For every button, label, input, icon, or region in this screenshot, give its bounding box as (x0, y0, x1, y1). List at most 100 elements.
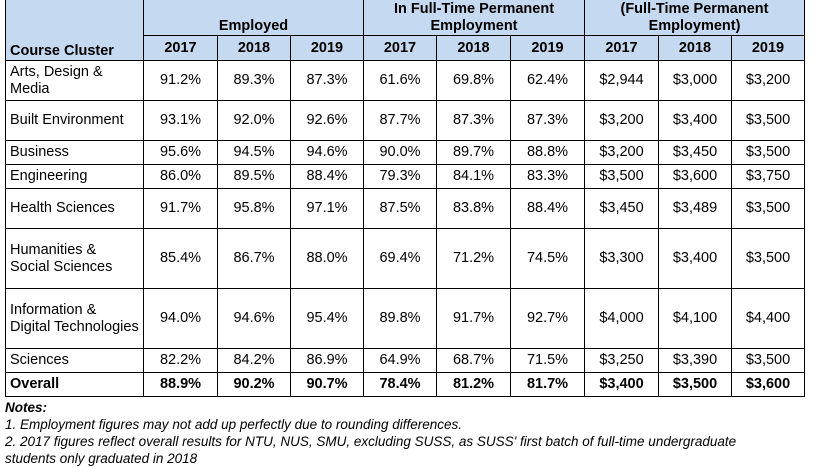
value-cell: 93.1% (143, 100, 218, 141)
table-row: Engineering 86.0% 89.5% 88.4% 79.3% 84.1% 83.3… (5, 164, 805, 189)
value-cell: 91.7% (143, 188, 218, 229)
value-cell: $3,500 (731, 348, 805, 373)
group-header-row: Course Cluster Employed In Full-Time Per… (5, 0, 805, 61)
value-cell: $3,600 (658, 164, 732, 189)
year-header: 2018 (217, 35, 291, 61)
table-row: Built Environment 93.1% 92.0% 92.6% 87.7% 87.… (5, 100, 805, 141)
value-cell: 94.6% (290, 140, 364, 165)
value-cell: $3,450 (658, 140, 732, 165)
value-cell: $4,400 (731, 288, 805, 349)
value-cell: 83.8% (436, 188, 511, 229)
cluster-cell: Arts, Design & Media (5, 60, 144, 101)
value-cell: $3,500 (658, 372, 732, 397)
value-cell: $3,600 (731, 372, 805, 397)
table-row: Sciences 82.2% 84.2% 86.9% 64.9% 68.7% 71.5% $3… (5, 348, 805, 373)
year-header-row: 2017 2018 2019 2017 2018 2019 2017 2018 … (6, 35, 805, 61)
value-cell: 79.3% (363, 164, 437, 189)
full-time-permanent-header: In Full-Time Permanent Employment (363, 0, 585, 36)
value-cell: 92.6% (290, 100, 364, 141)
overall-row: Overall 88.9% 90.2% 90.7% 78.4% 81.2% 81.7% $3,… (5, 372, 805, 397)
table-row: Information & Digital Technologies 94.0% 9… (5, 288, 805, 349)
value-cell: 81.7% (510, 372, 585, 397)
cluster-cell: Engineering (5, 164, 144, 189)
value-cell: 87.3% (290, 60, 364, 101)
value-cell: 89.3% (217, 60, 291, 101)
value-cell: 89.7% (436, 140, 511, 165)
value-cell: 92.7% (510, 288, 585, 349)
notes: Notes: 1. Employment figures may not add… (5, 399, 830, 467)
value-cell: 90.7% (290, 372, 364, 397)
value-cell: 92.0% (217, 100, 291, 141)
value-cell: 88.4% (290, 164, 364, 189)
value-cell: 89.8% (363, 288, 437, 349)
value-cell: 86.7% (217, 228, 291, 289)
year-header: 2019 (290, 35, 364, 61)
value-cell: 78.4% (363, 372, 437, 397)
value-cell: $2,944 (584, 60, 659, 101)
value-cell: 71.5% (510, 348, 585, 373)
value-cell: 88.0% (290, 228, 364, 289)
value-cell: 88.4% (510, 188, 585, 229)
table-row: Arts, Design & Media 91.2% 89.3% 87.3% 61.6%… (5, 60, 805, 101)
value-cell: $3,500 (584, 164, 659, 189)
cluster-cell: Health Sciences (5, 188, 144, 229)
year-header: 2019 (510, 35, 585, 61)
value-cell: 83.3% (510, 164, 585, 189)
value-cell: $4,100 (658, 288, 732, 349)
value-cell: $3,489 (658, 188, 732, 229)
value-cell: $3,500 (731, 100, 805, 141)
cluster-cell: Business (5, 140, 144, 165)
value-cell: 86.9% (290, 348, 364, 373)
year-header: 2018 (436, 35, 511, 61)
value-cell: $3,200 (584, 100, 659, 141)
cluster-cell: Built Environment (5, 100, 144, 141)
value-cell: 68.7% (436, 348, 511, 373)
notes-heading: Notes: (5, 400, 48, 415)
year-header: 2017 (584, 35, 659, 61)
value-cell: $3,000 (658, 60, 732, 101)
value-cell: 62.4% (510, 60, 585, 101)
value-cell: $3,200 (584, 140, 659, 165)
value-cell: 94.0% (143, 288, 218, 349)
value-cell: 95.4% (290, 288, 364, 349)
note-line: 2. 2017 figures reflect overall results … (5, 434, 737, 449)
cluster-cell: Overall (5, 372, 144, 397)
year-header: 2018 (658, 35, 732, 61)
value-cell: 87.3% (510, 100, 585, 141)
value-cell: 84.2% (217, 348, 291, 373)
value-cell: 90.0% (363, 140, 437, 165)
value-cell: $3,500 (731, 228, 805, 289)
cluster-cell: Information & Digital Technologies (5, 288, 144, 349)
value-cell: 88.9% (143, 372, 218, 397)
table-row: Business 95.6% 94.5% 94.6% 90.0% 89.7% 88.8% $3… (5, 140, 805, 165)
value-cell: $3,500 (731, 140, 805, 165)
value-cell: 81.2% (436, 372, 511, 397)
value-cell: 61.6% (363, 60, 437, 101)
value-cell: 87.5% (363, 188, 437, 229)
value-cell: 91.2% (143, 60, 218, 101)
value-cell: $3,450 (584, 188, 659, 229)
value-cell: 94.6% (217, 288, 291, 349)
table-row: Health Sciences 91.7% 95.8% 97.1% 87.5% 83.8%… (5, 188, 805, 229)
value-cell: 86.0% (143, 164, 218, 189)
table-row: Humanities & Social Sciences 85.4% 86.7% 88… (5, 228, 805, 289)
value-cell: $4,000 (584, 288, 659, 349)
table-body: Arts, Design & Media 91.2% 89.3% 87.3% 61.6%… (5, 60, 805, 397)
value-cell: $3,300 (584, 228, 659, 289)
year-header: 2017 (143, 35, 218, 61)
employment-table: Course Cluster Employed In Full-Time Per… (5, 0, 805, 397)
note-line: 1. Employment figures may not add up per… (5, 417, 463, 432)
value-cell: 90.2% (217, 372, 291, 397)
value-cell: $3,500 (731, 188, 805, 229)
value-cell: $3,400 (658, 100, 732, 141)
value-cell: 71.2% (436, 228, 511, 289)
employed-header: Employed (143, 0, 364, 36)
value-cell: 88.8% (510, 140, 585, 165)
year-header: 2017 (363, 35, 437, 61)
value-cell: $3,400 (658, 228, 732, 289)
value-cell: 69.8% (436, 60, 511, 101)
year-header: 2019 (731, 35, 805, 61)
value-cell: 82.2% (143, 348, 218, 373)
value-cell: 95.6% (143, 140, 218, 165)
value-cell: 84.1% (436, 164, 511, 189)
